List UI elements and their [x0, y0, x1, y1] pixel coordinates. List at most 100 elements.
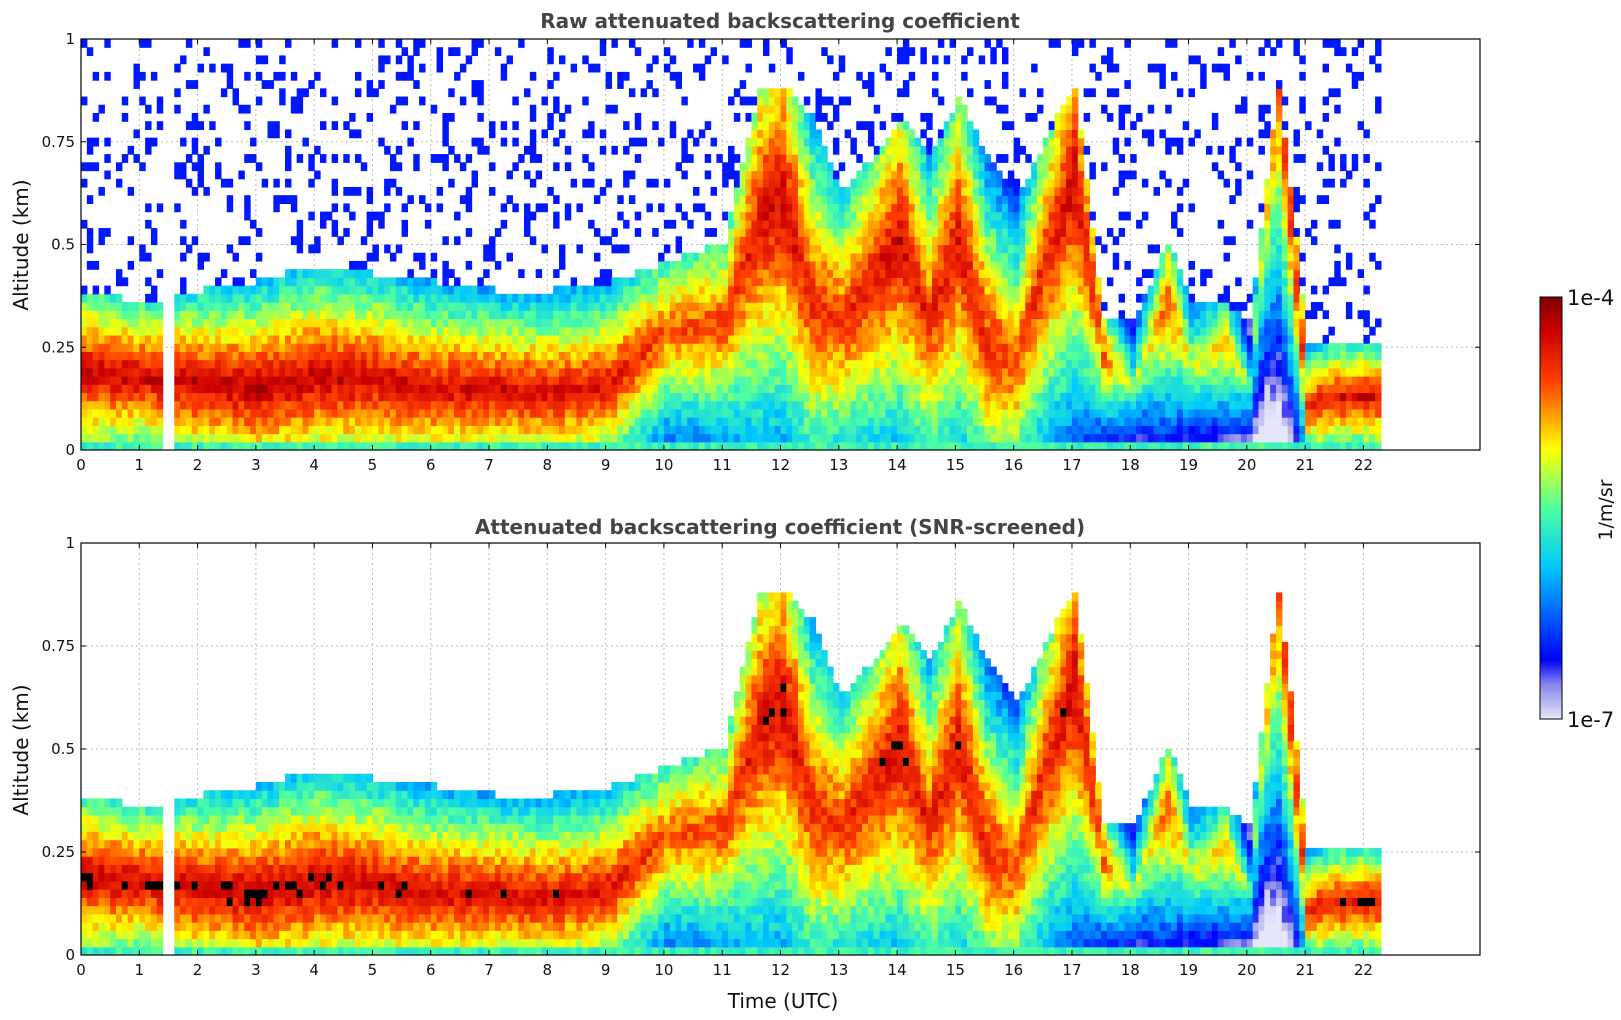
heatmap-cell	[897, 55, 904, 65]
heatmap-cell	[623, 302, 630, 311]
heatmap-cell	[203, 425, 210, 435]
heatmap-cell	[1036, 417, 1044, 426]
heatmap-cell	[687, 318, 694, 328]
heatmap-cell	[436, 441, 444, 450]
heatmap-cell	[763, 112, 770, 122]
heatmap-cell	[401, 47, 409, 57]
heatmap-cell	[308, 162, 315, 172]
heatmap-cell	[1007, 211, 1015, 221]
heatmap-cell	[255, 326, 263, 336]
heatmap-cell	[757, 88, 764, 98]
heatmap-cell	[127, 367, 135, 377]
heatmap-cell	[407, 71, 414, 81]
heatmap-cell	[220, 63, 228, 73]
heatmap-cell	[1002, 228, 1009, 237]
heatmap-cell	[1025, 244, 1032, 254]
heatmap-cell	[751, 260, 758, 270]
heatmap-cell	[576, 318, 583, 328]
heatmap-cell	[891, 195, 898, 204]
heatmap-cell	[424, 441, 432, 450]
heatmap-cell	[926, 178, 933, 188]
heatmap-cell	[815, 326, 822, 336]
heatmap-cell	[115, 400, 123, 410]
heatmap-cell	[442, 293, 449, 303]
heatmap-cell	[1019, 376, 1026, 385]
heatmap-cell	[413, 318, 420, 328]
heatmap-cell	[465, 433, 473, 443]
heatmap-cell	[442, 392, 449, 402]
heatmap-cell	[1007, 170, 1015, 180]
heatmap-cell	[850, 293, 857, 303]
heatmap-cell	[285, 425, 292, 435]
heatmap-cell	[360, 285, 368, 295]
heatmap-cell	[558, 112, 566, 122]
heatmap-cell	[698, 318, 706, 328]
heatmap-cell	[681, 154, 688, 163]
heatmap-cell	[1013, 441, 1021, 450]
heatmap-cell	[541, 392, 548, 402]
heatmap-cell	[902, 400, 910, 410]
heatmap-cell	[780, 441, 787, 450]
heatmap-cell	[110, 343, 117, 352]
heatmap-cell	[454, 277, 461, 287]
heatmap-cell	[98, 310, 105, 320]
heatmap-cell	[996, 104, 1003, 114]
heatmap-cell	[733, 186, 741, 196]
heatmap-cell	[780, 170, 787, 180]
heatmap-cell	[366, 310, 374, 320]
heatmap-cell	[343, 302, 350, 311]
heatmap-cell	[990, 384, 997, 394]
heatmap-cell	[675, 162, 682, 172]
heatmap-cell	[372, 367, 379, 377]
heatmap-cell	[623, 318, 630, 328]
heatmap-cell	[693, 318, 700, 328]
heatmap-cell	[419, 310, 426, 320]
heatmap-cell	[972, 425, 980, 435]
heatmap-cell	[978, 269, 986, 278]
heatmap-cell	[710, 359, 717, 369]
heatmap-cell	[611, 367, 618, 377]
heatmap-cell	[902, 186, 910, 196]
heatmap-cell	[809, 228, 817, 237]
heatmap-cell	[127, 425, 135, 435]
heatmap-cell	[797, 318, 805, 328]
heatmap-cell	[220, 293, 228, 303]
heatmap-cell	[220, 367, 228, 377]
heatmap-cell	[424, 310, 432, 320]
heatmap-cell	[308, 425, 315, 435]
heatmap-cell	[669, 334, 677, 344]
heatmap-cell	[541, 351, 548, 361]
heatmap-cell	[174, 302, 181, 311]
heatmap-cell	[290, 269, 298, 278]
heatmap-cell	[733, 425, 741, 435]
heatmap-cell	[693, 367, 700, 377]
heatmap-cell	[990, 318, 997, 328]
heatmap-cell	[786, 145, 793, 155]
heatmap-cell	[354, 186, 362, 196]
heatmap-cell	[908, 293, 916, 303]
heatmap-cell	[564, 408, 572, 418]
heatmap-cell	[634, 302, 642, 311]
heatmap-cell	[704, 433, 712, 443]
heatmap-cell	[932, 88, 939, 98]
heatmap-cell	[1025, 302, 1032, 311]
heatmap-cell	[763, 47, 770, 57]
heatmap-cell	[564, 425, 572, 435]
heatmap-cell	[127, 236, 135, 246]
heatmap-cell	[541, 318, 548, 328]
heatmap-cell	[908, 351, 916, 361]
heatmap-cell	[558, 343, 566, 352]
heatmap-cell	[838, 236, 846, 246]
heatmap-cell	[751, 441, 758, 450]
heatmap-cell	[961, 269, 968, 278]
heatmap-cell	[98, 392, 105, 402]
heatmap-cell	[337, 285, 344, 295]
heatmap-cell	[582, 351, 589, 361]
heatmap-cell	[483, 384, 490, 394]
heatmap-cell	[617, 277, 624, 287]
heatmap-cell	[104, 367, 111, 377]
heatmap-cell	[733, 154, 741, 163]
heatmap-cell	[389, 417, 397, 426]
heatmap-cell	[856, 367, 863, 377]
heatmap-cell	[145, 104, 152, 114]
